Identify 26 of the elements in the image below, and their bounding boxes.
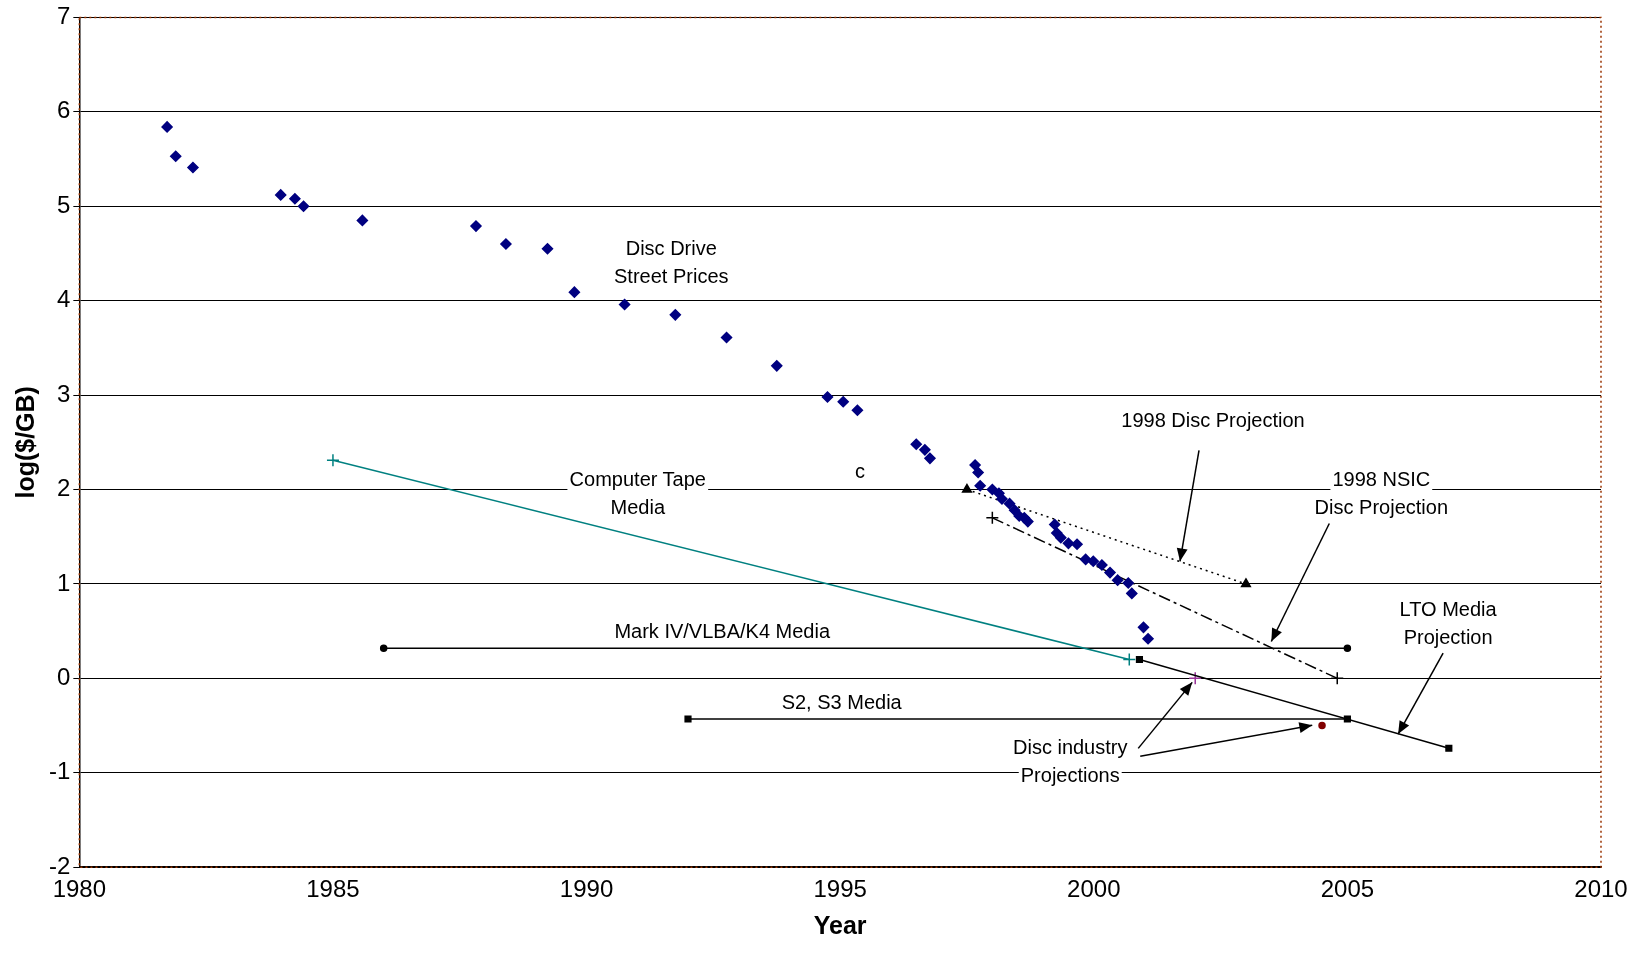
annotation: S2, S3 Media [781,690,903,713]
annotation: 1998 Disc Projection [1121,408,1305,431]
y-tick-label: 5 [56,190,71,218]
x-tick-label: 2010 [1574,875,1628,903]
y-tick-label: 6 [56,96,71,124]
y-tick-label: 1 [56,568,71,596]
x-tick-label: 2005 [1320,875,1375,903]
annotation: Computer Tape Media [569,467,706,518]
annotation: LTO Media Projection [1399,597,1498,648]
annotation: Disc industry Projections [1012,735,1128,786]
y-axis-title: log($/GB) [10,386,39,499]
annotation: 1998 NSIC Disc Projection [1314,468,1448,519]
x-axis-title: Year [813,910,867,939]
x-tick-label: 1995 [813,875,867,903]
x-tick-label: 2000 [1067,875,1121,903]
x-tick-label: 1985 [306,875,360,903]
annotation: c [854,460,865,483]
y-tick-label: 3 [56,379,71,407]
y-tick-label: 4 [56,285,71,313]
x-tick-label: 1990 [559,875,614,903]
annotation: Mark IV/VLBA/K4 Media [614,620,831,643]
y-tick-label: -1 [49,757,71,785]
annotation: Disc Drive Street Prices [614,236,729,287]
y-tick-label: 0 [56,662,71,690]
y-tick-label: 7 [56,2,71,30]
y-tick-label: 2 [56,474,71,502]
